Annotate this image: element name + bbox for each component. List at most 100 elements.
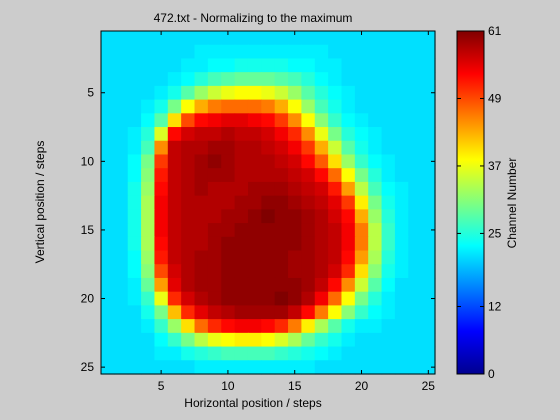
heatmap-cell xyxy=(101,72,115,87)
heatmap-cell xyxy=(114,168,129,183)
heatmap-cell xyxy=(394,154,409,169)
heatmap-cell xyxy=(221,140,236,156)
heatmap-cell xyxy=(394,72,409,87)
heatmap-cell xyxy=(234,319,249,334)
heatmap-cell xyxy=(167,72,182,87)
colorbar xyxy=(456,30,485,375)
heatmap-cell xyxy=(301,181,316,197)
heatmap-cell xyxy=(408,181,423,197)
heatmap-cell xyxy=(381,140,396,156)
heatmap-cell xyxy=(288,140,302,156)
heatmap-cell xyxy=(314,332,329,348)
heatmap-cell xyxy=(274,319,289,334)
heatmap-cell xyxy=(127,250,142,265)
heatmap-cell xyxy=(341,195,356,210)
heatmap-cell xyxy=(274,72,289,87)
heatmap-cell xyxy=(421,223,436,238)
heatmap-cell xyxy=(181,277,196,293)
heatmap-cell xyxy=(234,127,249,142)
heatmap-cell xyxy=(354,332,369,348)
heatmap-cell xyxy=(154,346,169,361)
heatmap-cell xyxy=(341,85,356,101)
heatmap-cell xyxy=(421,140,436,156)
heatmap-cell xyxy=(234,332,249,348)
heatmap-cell xyxy=(221,154,236,169)
heatmap-cell xyxy=(354,236,369,252)
heatmap-cell xyxy=(154,58,169,73)
heatmap-cell xyxy=(381,168,396,183)
heatmap-cell xyxy=(274,85,289,101)
heatmap-cell xyxy=(314,236,329,252)
heatmap-cell xyxy=(221,319,236,334)
heatmap-cell xyxy=(394,181,409,197)
heatmap-cell xyxy=(408,236,423,252)
heatmap-cell xyxy=(328,168,343,183)
heatmap-cell xyxy=(221,85,236,101)
heatmap-cell xyxy=(408,195,423,210)
heatmap-cell xyxy=(221,72,236,87)
heatmap-cell xyxy=(181,223,196,238)
heatmap-cell xyxy=(181,250,196,265)
heatmap-cell xyxy=(127,99,142,114)
heatmap-cell xyxy=(207,264,222,279)
heatmap-cell xyxy=(194,58,209,73)
heatmap-cell xyxy=(101,346,115,361)
heatmap-cell xyxy=(368,360,383,375)
heatmap-cell xyxy=(288,264,302,279)
heatmap-cell xyxy=(394,277,409,293)
heatmap-cell xyxy=(261,31,276,46)
heatmap-cell xyxy=(261,113,276,128)
heatmap-cell xyxy=(341,44,356,60)
heatmap-cell xyxy=(381,113,396,128)
heatmap-cell xyxy=(408,44,423,60)
y-axis-label: Vertical position / steps xyxy=(33,141,47,264)
heatmap-cell xyxy=(221,31,236,46)
heatmap-cell xyxy=(247,72,262,87)
heatmap-cell xyxy=(328,223,343,238)
y-axis: 5 10 15 20 25 xyxy=(81,86,435,374)
heatmap-cell xyxy=(288,236,302,252)
heatmap-cell xyxy=(207,319,222,334)
heatmap-cell xyxy=(154,72,169,87)
heatmap-cell xyxy=(194,264,209,279)
heatmap-cell xyxy=(247,154,262,169)
heatmap-cell xyxy=(114,127,129,142)
heatmap-cell xyxy=(181,140,196,156)
heatmap-cell xyxy=(167,291,182,306)
heatmap-cell xyxy=(274,140,289,156)
heatmap-cell xyxy=(341,168,356,183)
heatmap-cell xyxy=(274,346,289,361)
heatmap-cell xyxy=(114,72,129,87)
heatmap-cell xyxy=(368,44,383,60)
heatmap-cell xyxy=(194,127,209,142)
heatmap-cell xyxy=(394,264,409,279)
heatmap-cell xyxy=(381,346,396,361)
heatmap-cell xyxy=(127,236,142,252)
heatmap-cell xyxy=(207,168,222,183)
heatmap-cell xyxy=(421,113,436,128)
heatmap-cell xyxy=(394,250,409,265)
heatmap-cell xyxy=(127,209,142,224)
heatmap-cell xyxy=(368,154,383,169)
colorbar-tick-label: 49 xyxy=(488,91,502,105)
heatmap-cell xyxy=(154,195,169,210)
heatmap-cell xyxy=(421,250,436,265)
heatmap-cell xyxy=(381,44,396,60)
heatmap-cell xyxy=(421,58,436,73)
heatmap-cell xyxy=(368,168,383,183)
heatmap-cell xyxy=(301,154,316,169)
heatmap-cell xyxy=(354,223,369,238)
heatmap-cell xyxy=(381,223,396,238)
heatmap-cell xyxy=(181,209,196,224)
heatmap-cell xyxy=(354,319,369,334)
heatmap-cell xyxy=(261,236,276,252)
heatmap-cell xyxy=(261,291,276,306)
heatmap-cell xyxy=(394,319,409,334)
heatmap-cell xyxy=(221,209,236,224)
heatmap-cell xyxy=(167,209,182,224)
heatmap-cell xyxy=(101,291,115,306)
heatmap-cell xyxy=(394,209,409,224)
heatmap-cell xyxy=(354,346,369,361)
heatmap-cells xyxy=(101,31,436,375)
heatmap-cell xyxy=(421,277,436,293)
